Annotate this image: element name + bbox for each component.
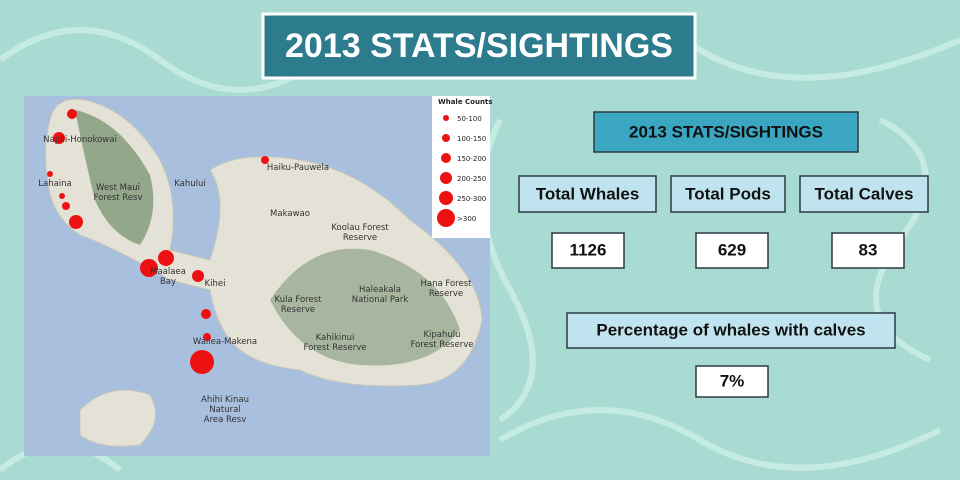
place-label: Forest Resv xyxy=(94,193,143,203)
sightings xyxy=(47,109,269,374)
place-label: Kahikinui xyxy=(316,333,355,343)
stat-value-box xyxy=(551,232,625,269)
place-label: Area Resv xyxy=(204,415,246,425)
stats-heading: 2013 STATS/SIGHTINGS xyxy=(629,122,823,141)
place-label: Natural xyxy=(209,405,240,415)
place-label: Kihei xyxy=(205,279,226,289)
place-label: Reserve xyxy=(281,305,315,315)
legend-label: 100-150 xyxy=(457,135,486,143)
place-label: Makawao xyxy=(270,209,310,219)
stats-heading-box xyxy=(593,111,859,153)
kahoolawe xyxy=(79,389,157,447)
stat-label: Total Whales xyxy=(536,184,640,203)
legend-dot xyxy=(441,153,451,163)
stat-value-box xyxy=(695,232,769,269)
legend-dot xyxy=(439,191,453,205)
place-label: Haleakala xyxy=(359,285,401,295)
haleakala xyxy=(270,248,460,366)
place-label: Wailea-Makena xyxy=(193,337,257,347)
legend-title: Whale Counts xyxy=(438,98,492,106)
place-label: Reserve xyxy=(343,233,377,243)
place-label: Kahului xyxy=(174,179,206,189)
stat-value-box xyxy=(831,232,905,269)
place-label: West Maui xyxy=(96,183,140,193)
legend-dot xyxy=(437,209,455,227)
place-label: Lahaina xyxy=(38,179,72,189)
stat-label-box xyxy=(799,175,929,213)
stat-label-box xyxy=(670,175,786,213)
place-label: Koolau Forest xyxy=(331,223,389,233)
stat-label: Total Pods xyxy=(685,184,771,203)
legend-label: >300 xyxy=(457,215,476,223)
place-label: Kula Forest xyxy=(275,295,323,305)
place-label: Maalaea xyxy=(150,267,186,277)
legend-dot xyxy=(440,172,452,184)
stat-label-box xyxy=(518,175,657,213)
legend-label: 250-300 xyxy=(457,195,486,203)
place-label: Kipahulu xyxy=(423,330,460,340)
place-label: National Park xyxy=(352,295,409,305)
west-maui-forest xyxy=(75,110,154,245)
place-label: Haiku-Pauwela xyxy=(267,163,329,173)
place-label: Hana Forest xyxy=(421,279,473,289)
stat-value: 1126 xyxy=(570,240,607,259)
legend-label: 200-250 xyxy=(457,175,486,183)
place-label: Ahihi Kinau xyxy=(201,395,249,405)
percentage-label-box xyxy=(566,312,896,349)
percentage-value-box xyxy=(695,365,769,398)
percentage-label: Percentage of whales with calves xyxy=(596,320,865,339)
stat-value: 83 xyxy=(859,240,878,259)
place-label: Reserve xyxy=(429,289,463,299)
stat-value: 629 xyxy=(718,240,746,259)
place-label: Bay xyxy=(160,277,176,287)
legend-label: 150-200 xyxy=(457,155,486,163)
legend-dot xyxy=(442,134,450,142)
place-label: Napili-Honokowai xyxy=(43,135,117,145)
place-label: Forest Reserve xyxy=(304,343,367,353)
percentage-value: 7% xyxy=(720,371,745,390)
title-box xyxy=(261,12,697,80)
legend-label: 50-100 xyxy=(457,115,482,123)
title: 2013 STATS/SIGHTINGS xyxy=(285,27,673,65)
place-label: Forest Reserve xyxy=(411,340,474,350)
stat-label: Total Calves xyxy=(815,184,914,203)
legend-dot xyxy=(443,115,449,121)
